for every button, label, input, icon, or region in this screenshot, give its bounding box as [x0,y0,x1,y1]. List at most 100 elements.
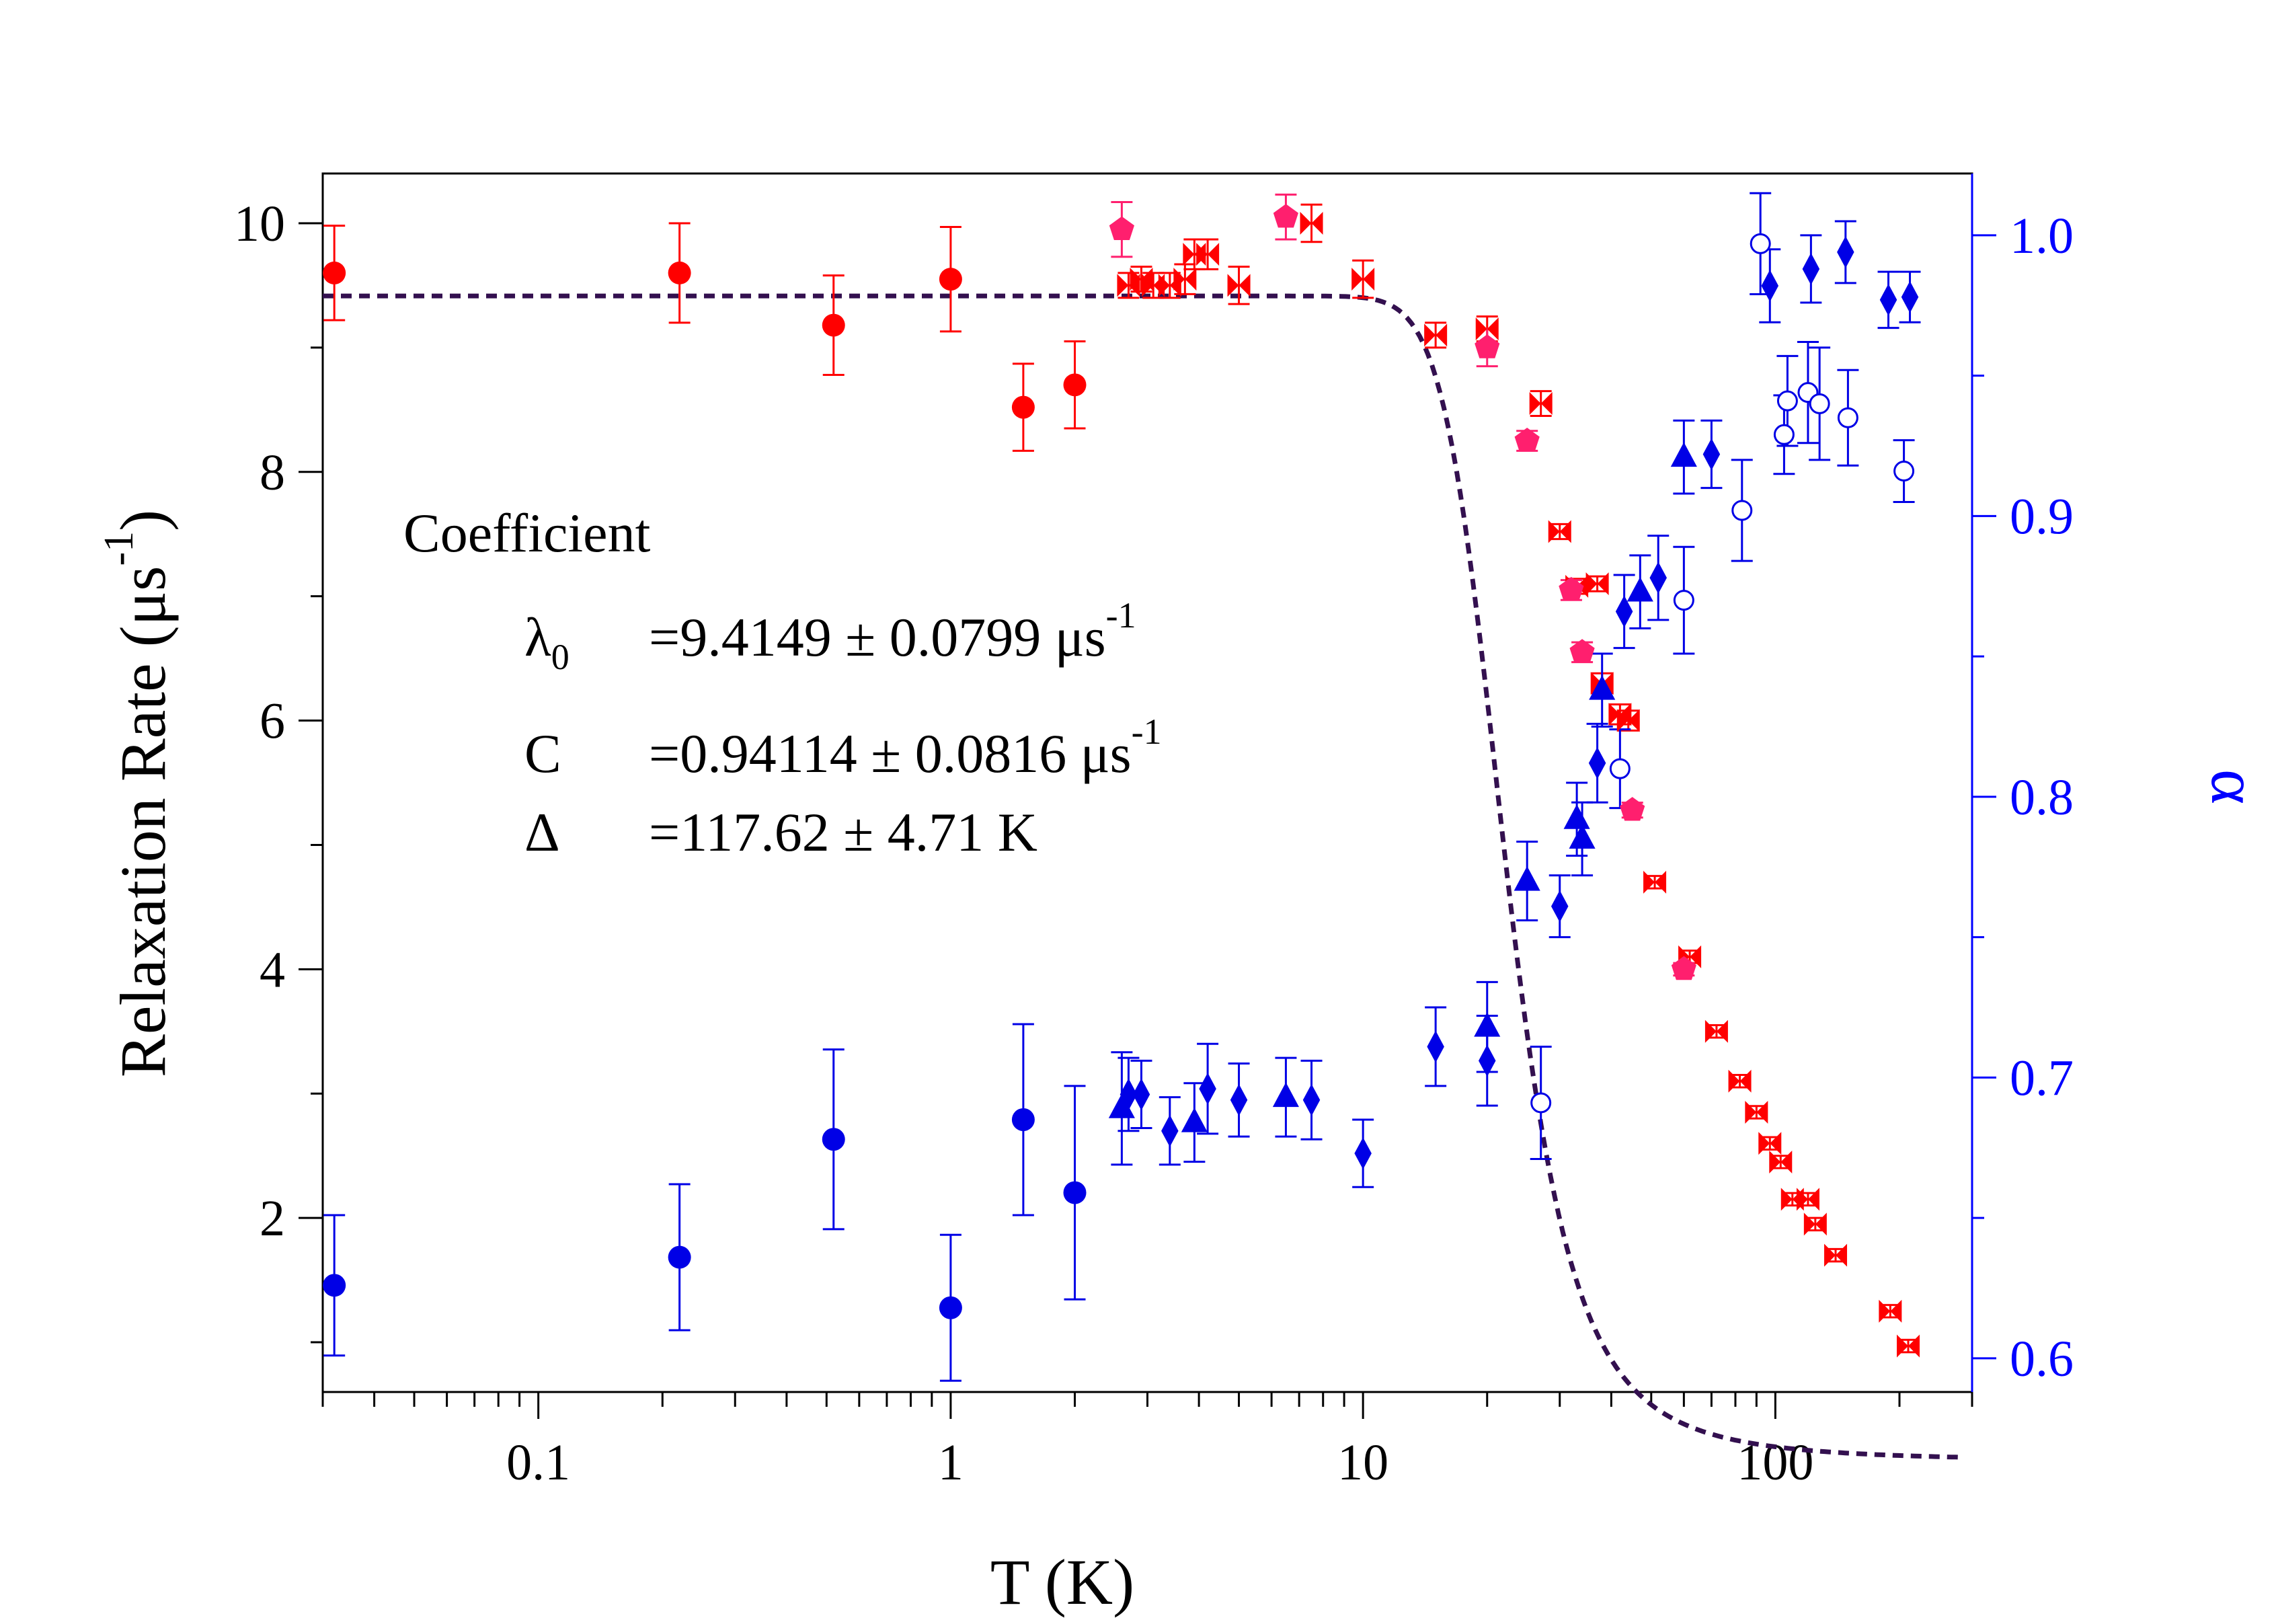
data-point-bowtie-left [1758,1132,1770,1155]
data-point-open-circle [1776,390,1798,412]
data-point-bowtie-right [1239,274,1251,297]
data-point-bowtie-left [1728,1069,1740,1093]
data-point-bowtie-right [1208,243,1220,266]
data-point-bowtie-left [1548,520,1560,543]
data-point-bowtie-left [1424,323,1436,347]
data-point-bowtie-right [1690,945,1702,968]
data-point-bowtie-right [1540,392,1553,416]
data-point-triangle [1272,1082,1299,1108]
y-right-tick-label: 0.7 [2010,1050,2074,1106]
error-bar [1300,203,1323,243]
data-point-diamond [1551,890,1569,923]
y-left-tick-label: 2 [260,1190,285,1247]
data-point-bowtie-right [1890,1299,1902,1323]
coefficient-heading: Coefficient [403,502,651,564]
data-point-diamond [1901,280,1919,313]
data-point-circle [668,261,691,284]
y-right-axis-ticks: 0.6 0.7 0.8 0.9 1.0 [1972,208,2074,1387]
data-point-diamond [1761,270,1779,302]
data-point-bowtie-left [1590,672,1602,695]
data-point-bowtie-right [1363,268,1375,291]
data-point-bowtie-left [1117,274,1129,297]
y-left-tick-label: 6 [260,693,285,750]
y-right-tick-label: 0.9 [2010,488,2074,545]
data-point-pentagon [1514,428,1540,452]
data-point-bowtie-right [1770,1132,1782,1155]
lambda-symbol-main: λ [524,607,551,668]
data-point-triangle [1589,675,1616,700]
data-point-diamond [1649,562,1667,594]
data-point-diamond [1161,1114,1179,1147]
y-left-label-main: Relaxation Rate (μs [107,566,179,1078]
y-left-tick-label: 8 [260,444,285,501]
data-point-bowtie-left [1616,709,1628,732]
data-point-circle [1011,1108,1035,1132]
y-left-axis-label: Relaxation Rate (μs-1) [96,510,179,1077]
data-point-bowtie-left [1796,1188,1808,1211]
lambda-value-sup: -1 [1106,595,1136,635]
data-point-bowtie-right [1487,317,1499,341]
data-point-bowtie-right [1780,1150,1793,1173]
data-point-bowtie-left [1879,1299,1891,1323]
data-point-open-circle [1673,590,1694,611]
data-point-bowtie-right [1602,672,1614,695]
y-left-label-sup: -1 [96,531,142,566]
data-point-pentagon [1273,204,1298,228]
data-point-pentagon [1569,639,1595,663]
data-point-diamond [1354,1137,1372,1169]
data-point-bowtie-left [1780,1188,1793,1211]
y-left-tick-label: 4 [260,941,285,998]
data-point-bowtie-right [1628,709,1640,732]
data-point-diamond [1702,438,1721,471]
data-point-bowtie-left [1183,243,1195,266]
data-point-bowtie-right [1620,703,1632,726]
data-point-bowtie-right [1436,323,1448,347]
data-point-open-circle [1837,407,1858,428]
data-point-pentagon [1620,797,1645,821]
y-right-axis-label: α [2197,769,2272,804]
data-point-bowtie-right [1716,1019,1728,1043]
data-point-diamond [1120,1078,1138,1111]
data-point-bowtie-left [1745,1100,1757,1124]
data-point-diamond [1588,746,1606,779]
data-point-bowtie-right [1908,1334,1920,1358]
data-point-triangle [1670,442,1697,467]
data-point-open-circle [1530,1092,1552,1114]
error-bars [323,192,1921,1382]
data-point-triangle [1563,804,1590,829]
data-point-bowtie-right [1311,211,1323,235]
data-point-bowtie-left [1803,1212,1815,1236]
data-point-bowtie-left [1643,870,1655,894]
data-point-bowtie-left [1196,243,1208,266]
x-tick-label: 10 [1337,1434,1388,1491]
data-point-circle [1063,1181,1087,1204]
data-point-bowtie-left [1351,268,1364,291]
data-point-triangle [1626,576,1653,602]
data-point-diamond [1802,253,1820,285]
data-point-bowtie-left [1158,274,1170,297]
data-point-bowtie-right [1185,268,1197,291]
plot-frame [321,172,1973,1393]
lambda-symbol-sub: 0 [551,637,570,677]
data-point-diamond [1837,236,1854,268]
data-point-bowtie-left [1173,268,1185,291]
data-point-bowtie-right [1597,572,1609,596]
fit-curve [323,293,1960,1460]
data-point-bowtie-left [1608,703,1620,726]
data-point-open-circle [1609,758,1631,779]
c-value-sup: -1 [1132,711,1162,752]
fit-coefficients: Coefficient λ0 =9.4149 ± 0.0799 μs-1 C =… [403,502,1162,863]
data-point-diamond [1199,1073,1216,1105]
data-point-bowtie-left [1300,211,1312,235]
data-point-diamond [1302,1083,1321,1116]
data-markers [323,204,1920,1358]
data-point-bowtie-right [1836,1243,1848,1267]
data-point-bowtie-left [1227,274,1239,297]
data-point-open-circle [1731,500,1753,521]
c-value: =0.94114 ± 0.0816 μs-1 [649,711,1162,784]
data-point-triangle [1108,1093,1135,1118]
data-point-bowtie-left [1824,1243,1836,1267]
data-point-diamond [1615,595,1633,628]
data-point-bowtie-left [1529,392,1541,416]
